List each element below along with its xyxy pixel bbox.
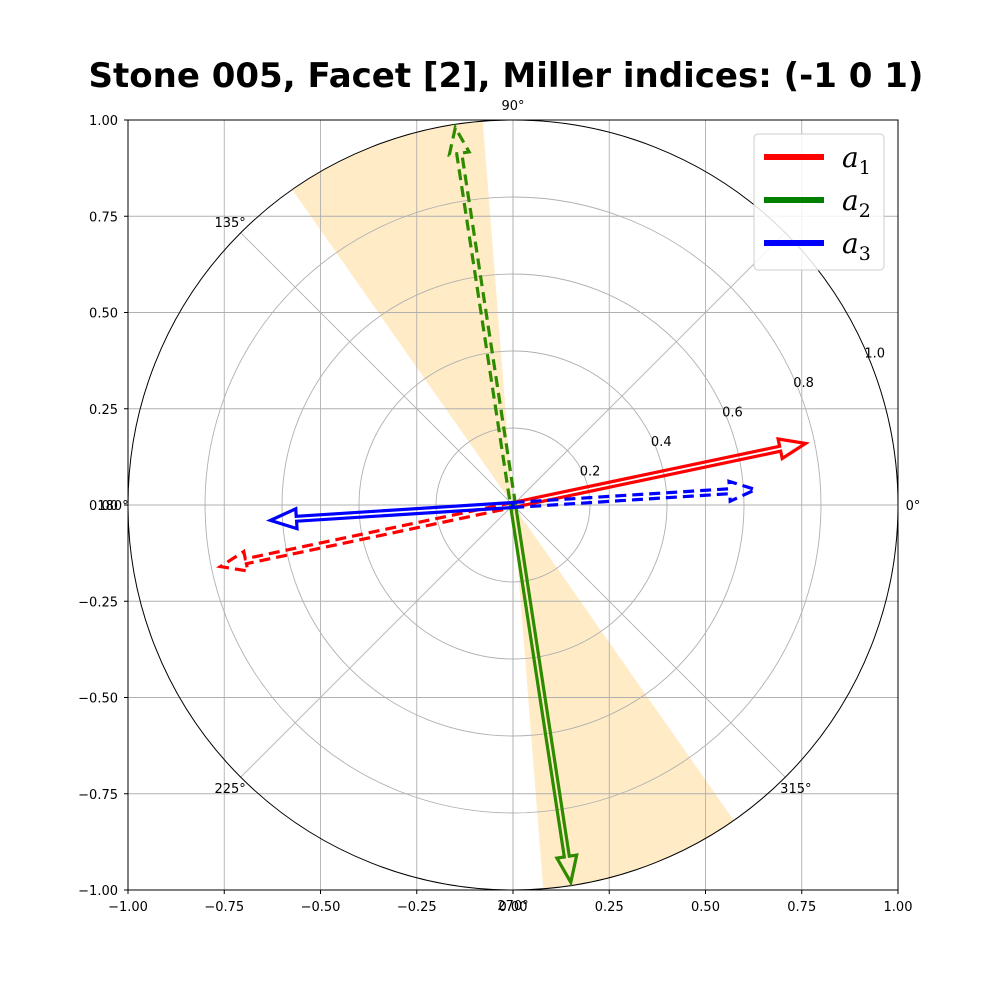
angle-tick-label: 225° [214,782,245,797]
x-tick-label: −1.00 [108,900,148,915]
tick-labels: −1.00−1.00 −0.75 −0.75 −0.50 −0.50 −0.25 −0.25… [78,99,920,915]
x-tick-label: 0.75 [787,900,816,915]
angle-tick-label: 135° [214,216,245,231]
x-tick-label: 0.50 [691,900,720,915]
angle-tick-label: 180° [97,499,128,514]
y-tick-label: −0.25 [78,595,118,610]
radial-tick-label: 0.4 [651,435,672,450]
angle-tick-label: 270° [497,899,528,914]
radial-tick-label: 0.8 [793,376,814,391]
x-tick-label: 0.25 [595,900,624,915]
vector-a1-dashed [216,500,516,573]
y-tick-label: 0.50 [89,307,118,322]
x-tick-label: −0.50 [301,900,341,915]
vector-a3-dashed [511,479,760,510]
y-tick-label: −0.50 [78,692,118,707]
radial-tick-label: 0.2 [580,465,601,480]
y-tick-label: 0.25 [89,403,118,418]
x-tick-label: 0.00 [499,900,528,915]
angle-tick-label: 90° [501,99,524,114]
legend-subscript: 1 [859,157,871,179]
angle-spoke [240,232,514,506]
angle-spoke [512,504,786,778]
vector-a2-solid [508,502,579,887]
y-tick-label: 1.00 [89,114,118,129]
vectors [216,123,810,887]
vector-a1-solid [510,437,810,510]
x-tick-label: −0.75 [204,900,244,915]
radial-tick-label: 1.0 [864,347,885,362]
radial-tick-label: 0.6 [722,406,743,421]
y-tick-label: 0.75 [89,210,118,225]
legend-label-a2: a2 [842,184,871,222]
legend-subscript: 3 [859,243,871,265]
angle-tick-label: 0° [906,499,921,514]
x-tick-label: −0.25 [397,900,437,915]
y-tick-label: −1.00 [78,884,118,899]
y-tick-label: 0.00 [89,499,118,514]
angle-tick-label: 315° [780,782,811,797]
vector-a2-dashed [447,123,518,508]
y-tick-label: −0.75 [78,788,118,803]
angle-spoke [240,504,514,778]
plot-frame [124,119,899,894]
vector-a3-solid [265,500,515,531]
x-tick-label: 1.00 [884,900,913,915]
angle-spoke [512,232,786,506]
chart-title: Stone 005, Facet [2], Miller indices: (-… [89,56,924,96]
legend-subscript: 2 [859,200,871,222]
